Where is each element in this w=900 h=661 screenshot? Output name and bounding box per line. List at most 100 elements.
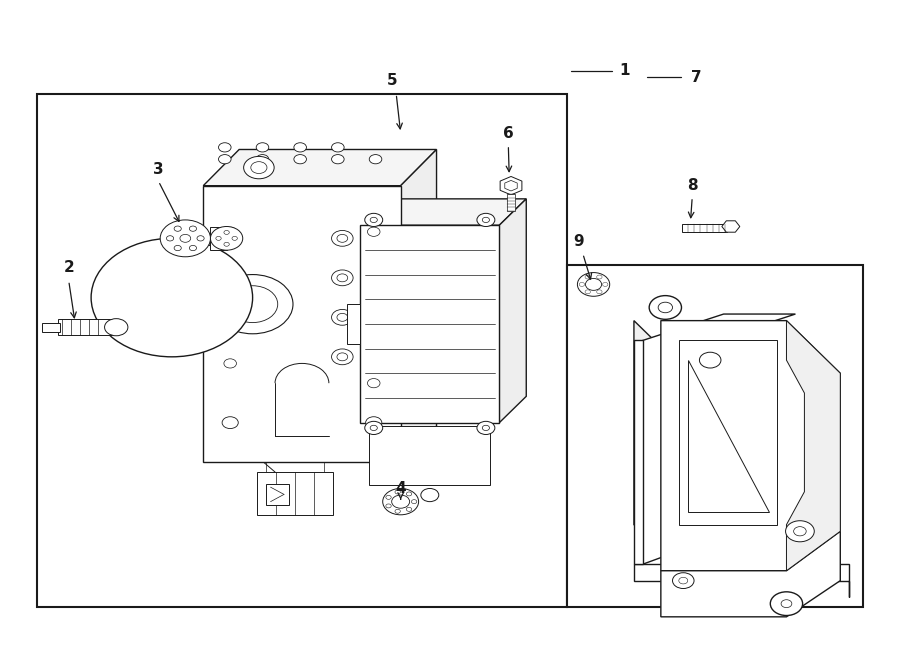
Circle shape — [244, 157, 274, 178]
Circle shape — [658, 302, 672, 313]
Circle shape — [386, 495, 391, 499]
Bar — [37, 94, 567, 607]
Circle shape — [189, 245, 196, 251]
Polygon shape — [661, 321, 841, 570]
Circle shape — [224, 227, 237, 237]
Polygon shape — [360, 199, 526, 225]
Polygon shape — [257, 472, 333, 515]
Circle shape — [228, 286, 278, 323]
Circle shape — [421, 488, 439, 502]
Text: 5: 5 — [386, 73, 397, 88]
Circle shape — [597, 275, 602, 279]
Text: 9: 9 — [573, 234, 583, 249]
Circle shape — [219, 143, 231, 152]
Circle shape — [180, 235, 191, 243]
Circle shape — [578, 272, 609, 296]
Polygon shape — [634, 321, 661, 545]
Circle shape — [386, 504, 391, 508]
Polygon shape — [500, 199, 526, 422]
Circle shape — [602, 282, 608, 286]
Circle shape — [224, 359, 237, 368]
Circle shape — [392, 495, 410, 508]
Circle shape — [331, 270, 353, 286]
Circle shape — [482, 425, 490, 430]
Circle shape — [224, 243, 230, 247]
Circle shape — [411, 500, 417, 504]
Polygon shape — [505, 180, 518, 191]
Circle shape — [477, 421, 495, 434]
Text: 6: 6 — [503, 126, 514, 141]
Bar — [507, 194, 516, 211]
Polygon shape — [722, 221, 740, 232]
Circle shape — [294, 143, 306, 152]
Polygon shape — [634, 564, 850, 597]
Circle shape — [781, 600, 792, 607]
Text: 4: 4 — [395, 481, 406, 496]
Text: 7: 7 — [691, 69, 702, 85]
Circle shape — [160, 220, 211, 256]
Text: 1: 1 — [620, 63, 630, 78]
Circle shape — [232, 237, 238, 241]
Circle shape — [407, 508, 411, 512]
Circle shape — [370, 425, 377, 430]
Text: 8: 8 — [687, 178, 698, 193]
Circle shape — [212, 274, 293, 334]
Circle shape — [395, 490, 400, 494]
Polygon shape — [679, 340, 778, 525]
Circle shape — [174, 226, 181, 231]
Circle shape — [672, 572, 694, 588]
Circle shape — [294, 155, 306, 164]
Circle shape — [91, 239, 253, 357]
Circle shape — [367, 227, 380, 237]
Circle shape — [699, 352, 721, 368]
Circle shape — [256, 155, 269, 164]
Circle shape — [166, 236, 174, 241]
Circle shape — [104, 319, 128, 336]
Circle shape — [770, 592, 803, 615]
Circle shape — [219, 155, 231, 164]
Circle shape — [331, 155, 344, 164]
Circle shape — [216, 237, 221, 241]
Circle shape — [211, 227, 243, 251]
Bar — [211, 227, 227, 251]
Circle shape — [256, 143, 269, 152]
Circle shape — [189, 226, 196, 231]
Bar — [266, 484, 289, 505]
Circle shape — [364, 421, 382, 434]
Circle shape — [585, 275, 590, 279]
Circle shape — [364, 214, 382, 227]
Circle shape — [586, 278, 601, 290]
Circle shape — [580, 282, 585, 286]
Polygon shape — [661, 531, 841, 617]
Text: 3: 3 — [153, 162, 164, 176]
Circle shape — [331, 231, 353, 247]
Circle shape — [369, 155, 382, 164]
Polygon shape — [203, 186, 400, 462]
Polygon shape — [346, 304, 360, 344]
Circle shape — [477, 214, 495, 227]
Circle shape — [331, 143, 344, 152]
Polygon shape — [688, 360, 769, 512]
Bar — [41, 323, 59, 332]
Polygon shape — [787, 321, 841, 570]
Polygon shape — [643, 314, 796, 564]
Circle shape — [251, 162, 267, 174]
Circle shape — [597, 290, 602, 293]
Bar — [567, 264, 863, 607]
Polygon shape — [369, 426, 491, 485]
Circle shape — [794, 527, 806, 536]
Circle shape — [337, 353, 347, 361]
Circle shape — [222, 416, 239, 428]
Circle shape — [331, 349, 353, 365]
Circle shape — [649, 295, 681, 319]
Polygon shape — [360, 225, 500, 422]
Circle shape — [382, 488, 418, 515]
Polygon shape — [634, 340, 643, 564]
Circle shape — [337, 235, 347, 243]
Circle shape — [407, 492, 411, 496]
Polygon shape — [400, 149, 436, 462]
Circle shape — [786, 521, 815, 542]
Text: 2: 2 — [63, 260, 74, 276]
Circle shape — [331, 309, 353, 325]
Circle shape — [370, 217, 377, 223]
